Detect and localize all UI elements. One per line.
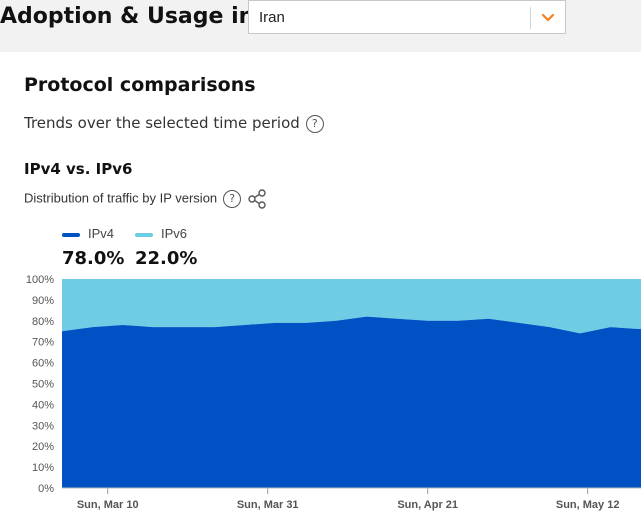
x-tick-label: Sun, Mar 10 <box>77 499 139 511</box>
y-tick-label: 50% <box>32 379 54 391</box>
y-tick-label: 70% <box>32 337 54 349</box>
y-tick-label: 60% <box>32 358 54 370</box>
y-tick-label: 80% <box>32 316 54 328</box>
share-icon[interactable] <box>247 189 267 209</box>
help-icon[interactable]: ? <box>305 114 324 133</box>
location-select[interactable]: Iran <box>248 0 566 34</box>
select-divider <box>530 7 531 29</box>
x-tick-label: Sun, May 12 <box>556 499 620 511</box>
help-icon[interactable]: ? <box>223 190 242 208</box>
section-title: Protocol comparisons <box>24 74 256 96</box>
section-subtitle-text: Trends over the selected time period <box>24 114 300 132</box>
y-tick-label: 30% <box>32 420 54 432</box>
legend-item-ipv6[interactable]: IPv6 <box>135 226 187 241</box>
chart-subtitle: Distribution of traffic by IP version? <box>24 189 267 209</box>
chevron-down-icon[interactable] <box>539 10 557 26</box>
y-tick-label: 10% <box>32 462 54 474</box>
location-select-value: Iran <box>259 9 285 26</box>
legend-value-ipv6: 22.0% <box>135 248 198 269</box>
y-tick-label: 20% <box>32 441 54 453</box>
y-tick-label: 0% <box>38 483 54 495</box>
legend-swatch-ipv6 <box>135 232 153 237</box>
area-ipv6 <box>62 279 641 334</box>
ip-version-chart: 0% 10% 20% 30% 40% 50% 60% 70% 80% 90% 100% Sun, Ma… <box>26 274 641 511</box>
legend-swatch-ipv4 <box>62 232 80 237</box>
legend-label-ipv4: IPv4 <box>88 226 115 241</box>
chart-subtitle-text: Distribution of traffic by IP version <box>24 190 218 206</box>
y-tick-label: 90% <box>32 295 54 307</box>
page-title: Adoption & Usage in <box>0 4 255 29</box>
x-tick-label: Sun, Mar 31 <box>237 499 299 511</box>
legend-label-ipv6: IPv6 <box>161 226 188 241</box>
legend-item-ipv4[interactable]: IPv4 <box>62 226 114 241</box>
section-subtitle: Trends over the selected time period? <box>24 114 324 133</box>
y-tick-label: 100% <box>26 274 54 286</box>
legend-value-ipv4: 78.0% <box>62 248 125 269</box>
x-tick-label: Sun, Apr 21 <box>397 499 458 511</box>
y-tick-label: 40% <box>32 399 54 411</box>
area-ipv4 <box>62 316 641 488</box>
chart-title: IPv4 vs. IPv6 <box>24 160 133 178</box>
